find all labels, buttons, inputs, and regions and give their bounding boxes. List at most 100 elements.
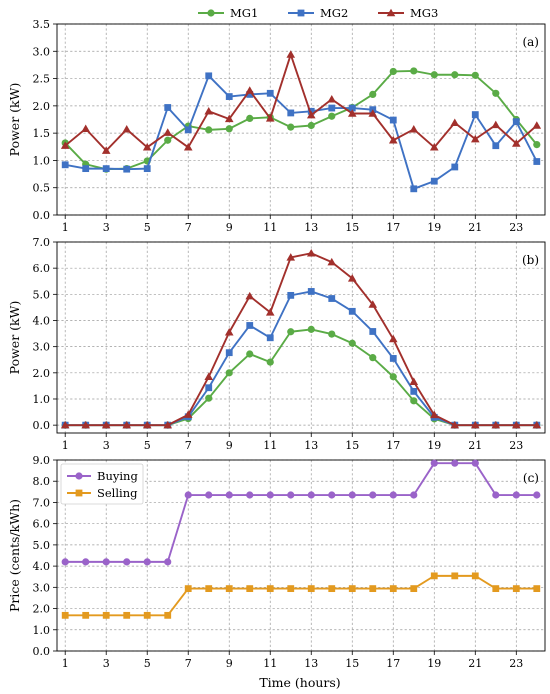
- y-tick-label: 9.0: [33, 454, 51, 467]
- data-point-buying: [451, 459, 459, 467]
- data-point-mg2: [410, 185, 418, 193]
- data-point-mg3: [163, 128, 173, 136]
- data-point-selling: [307, 585, 315, 593]
- data-point-mg1: [225, 125, 233, 133]
- x-tick-label: 15: [345, 657, 359, 670]
- data-point-selling: [266, 585, 274, 593]
- data-point-mg2: [287, 109, 295, 117]
- x-tick-label: 23: [509, 439, 523, 452]
- series-mg3: [60, 50, 542, 154]
- data-point-selling: [225, 585, 233, 593]
- y-tick-label: 3.5: [33, 18, 51, 31]
- data-point-mg3: [429, 410, 439, 419]
- data-point-mg2: [266, 89, 274, 97]
- data-point-mg1: [410, 67, 418, 75]
- x-tick-label: 3: [103, 439, 110, 452]
- data-point-selling: [348, 585, 356, 593]
- y-axis-label: Power (kW): [7, 301, 22, 375]
- legend-label-mg1: MG1: [230, 6, 258, 20]
- data-point-mg2: [184, 126, 192, 134]
- data-point-mg2: [164, 104, 172, 111]
- data-point-mg3: [450, 420, 460, 429]
- data-point-mg3: [388, 135, 398, 144]
- data-point-mg3: [286, 50, 296, 58]
- data-point-mg2: [492, 142, 500, 150]
- data-point-mg2: [533, 158, 541, 165]
- legend-item-mg2: MG2: [288, 6, 348, 20]
- x-axis-label: Time (hours): [259, 675, 340, 690]
- data-point-buying: [102, 558, 110, 566]
- y-tick-label: 3.0: [33, 45, 51, 58]
- data-point-buying: [82, 558, 90, 566]
- data-point-mg2: [410, 387, 418, 395]
- legend-label-mg2: MG2: [320, 6, 348, 20]
- data-point-mg2: [348, 307, 356, 315]
- y-tick-label: 1.5: [33, 127, 51, 140]
- data-point-selling: [471, 572, 479, 580]
- data-point-selling: [123, 611, 131, 619]
- plot-frame: [56, 23, 546, 216]
- legend-marker-buying: [75, 472, 83, 480]
- data-point-mg1: [369, 354, 377, 362]
- x-tick-label: 19: [427, 221, 441, 234]
- x-tick-label: 21: [468, 221, 482, 234]
- legend: Buying Selling: [60, 463, 144, 505]
- x-tick-label: 19: [427, 657, 441, 670]
- data-point-mg3: [347, 274, 357, 282]
- legend-item-mg3: MG3: [378, 6, 438, 20]
- data-point-mg3: [183, 410, 193, 418]
- data-point-mg3: [81, 420, 91, 429]
- y-tick-label: 0.5: [33, 182, 51, 195]
- x-tick-label: 23: [509, 221, 523, 234]
- data-point-mg1: [225, 369, 233, 377]
- data-point-buying: [348, 491, 356, 499]
- data-point-mg3: [101, 420, 111, 429]
- data-point-mg2: [225, 93, 233, 100]
- data-point-mg3: [204, 372, 214, 380]
- data-point-mg1: [328, 330, 336, 338]
- y-tick-label: 0.0: [33, 209, 51, 222]
- y-tick-label: 2.0: [33, 603, 51, 616]
- data-point-buying: [471, 459, 479, 467]
- data-point-mg3: [450, 118, 460, 126]
- x-tick-label: 15: [345, 439, 359, 452]
- x-tick-label: 13: [304, 439, 318, 452]
- y-tick-label: 8.0: [33, 475, 51, 488]
- data-point-selling: [164, 611, 172, 619]
- data-point-mg1: [369, 90, 377, 98]
- data-point-buying: [225, 491, 233, 499]
- data-point-mg1: [328, 112, 336, 120]
- data-point-mg3: [224, 114, 234, 123]
- data-point-mg1: [246, 114, 254, 123]
- y-tick-label: 6.0: [33, 262, 51, 275]
- y-axis-label: Price (cents/kWh): [7, 499, 22, 612]
- x-tick-label: 7: [185, 657, 192, 670]
- series-line-mg1: [65, 328, 537, 427]
- y-tick-label: 7.0: [33, 496, 51, 509]
- data-point-mg3: [245, 291, 255, 300]
- y-tick-label: 0.0: [33, 645, 51, 658]
- data-point-mg1: [492, 89, 500, 97]
- y-tick-label: 2.5: [33, 73, 51, 86]
- data-point-mg3: [306, 110, 316, 119]
- data-point-mg1: [164, 136, 172, 144]
- y-tick-label: 3.0: [33, 341, 51, 354]
- data-point-mg2: [246, 322, 254, 329]
- legend-marker-mg2: [297, 9, 305, 17]
- data-point-mg2: [61, 161, 69, 169]
- data-point-mg1: [533, 141, 541, 149]
- y-tick-label: 7.0: [33, 236, 51, 249]
- x-tick-label: 1: [62, 657, 69, 670]
- data-point-mg1: [246, 350, 254, 358]
- x-tick-label: 3: [103, 657, 110, 670]
- data-point-mg2: [348, 104, 356, 112]
- data-point-mg3: [347, 109, 357, 117]
- x-tick-label: 5: [144, 657, 151, 670]
- data-point-mg3: [183, 143, 193, 151]
- data-point-mg1: [471, 71, 479, 79]
- x-tick-label: 11: [263, 439, 277, 452]
- data-point-mg2: [102, 165, 110, 173]
- data-point-mg2: [389, 355, 397, 362]
- legend-label-buying: Buying: [97, 469, 138, 483]
